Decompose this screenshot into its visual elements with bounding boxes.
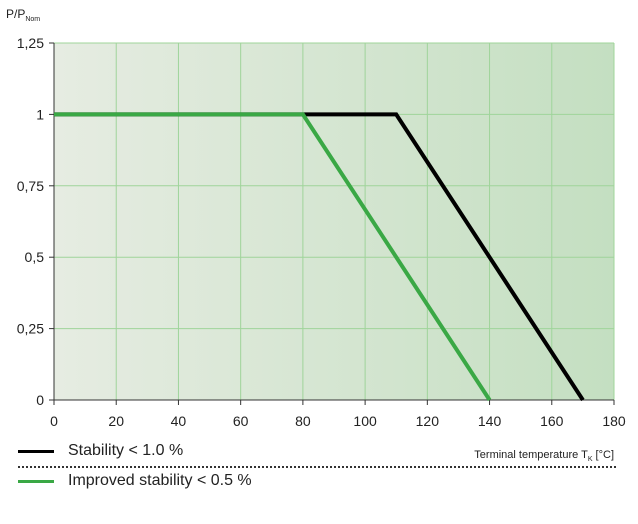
y-tick-label-2: 0,5 (25, 249, 45, 265)
y-axis-label: P/PNom (6, 7, 40, 23)
legend-label-stability: Stability < 1.0 % (68, 442, 184, 459)
legend-label-improved-stability: Improved stability < 0.5 % (68, 472, 252, 489)
legend-swatch-green-line (18, 479, 54, 483)
y-tick-label-5: 1,25 (17, 35, 44, 51)
y-tick-labels: 0 0,25 0,5 0,75 1 1,25 (17, 35, 54, 408)
y-tick-label-0: 0 (36, 392, 44, 408)
x-tick-label-9: 180 (602, 413, 626, 429)
x-axis-label: Terminal temperature TK [°C] (474, 449, 614, 463)
x-tick-label-1: 20 (108, 413, 124, 429)
x-tick-label-3: 60 (233, 413, 249, 429)
x-tick-label-2: 40 (171, 413, 187, 429)
legend-item-improved-stability: Improved stability < 0.5 % (18, 466, 616, 492)
x-tick-label-0: 0 (50, 413, 58, 429)
y-tick-label-1: 0,25 (17, 321, 44, 337)
legend: Stability < 1.0 % Improved stability < 0… (18, 440, 616, 492)
x-tick-labels: 0 20 40 60 80 100 120 140 160 180 (50, 400, 626, 429)
x-tick-label-6: 120 (416, 413, 440, 429)
y-axis-label-main: P/P (6, 7, 25, 21)
y-tick-label-3: 0,75 (17, 178, 44, 194)
legend-swatch-black-line (18, 449, 54, 453)
y-axis-label-sub: Nom (25, 16, 40, 23)
x-tick-label-8: 160 (540, 413, 564, 429)
legend-item-stability: Stability < 1.0 % (18, 440, 616, 462)
series-line-1 (54, 112, 492, 402)
x-tick-label-5: 100 (353, 413, 377, 429)
x-axis-label-unit: [°C] (592, 449, 614, 461)
x-axis-label-sub: K (588, 456, 593, 463)
plot-background (54, 43, 614, 400)
series-lines (54, 112, 585, 402)
x-axis-label-main: Terminal temperature T (474, 449, 588, 461)
x-tick-label-7: 140 (478, 413, 502, 429)
y-tick-label-4: 1 (36, 106, 44, 122)
x-tick-label-4: 80 (295, 413, 311, 429)
